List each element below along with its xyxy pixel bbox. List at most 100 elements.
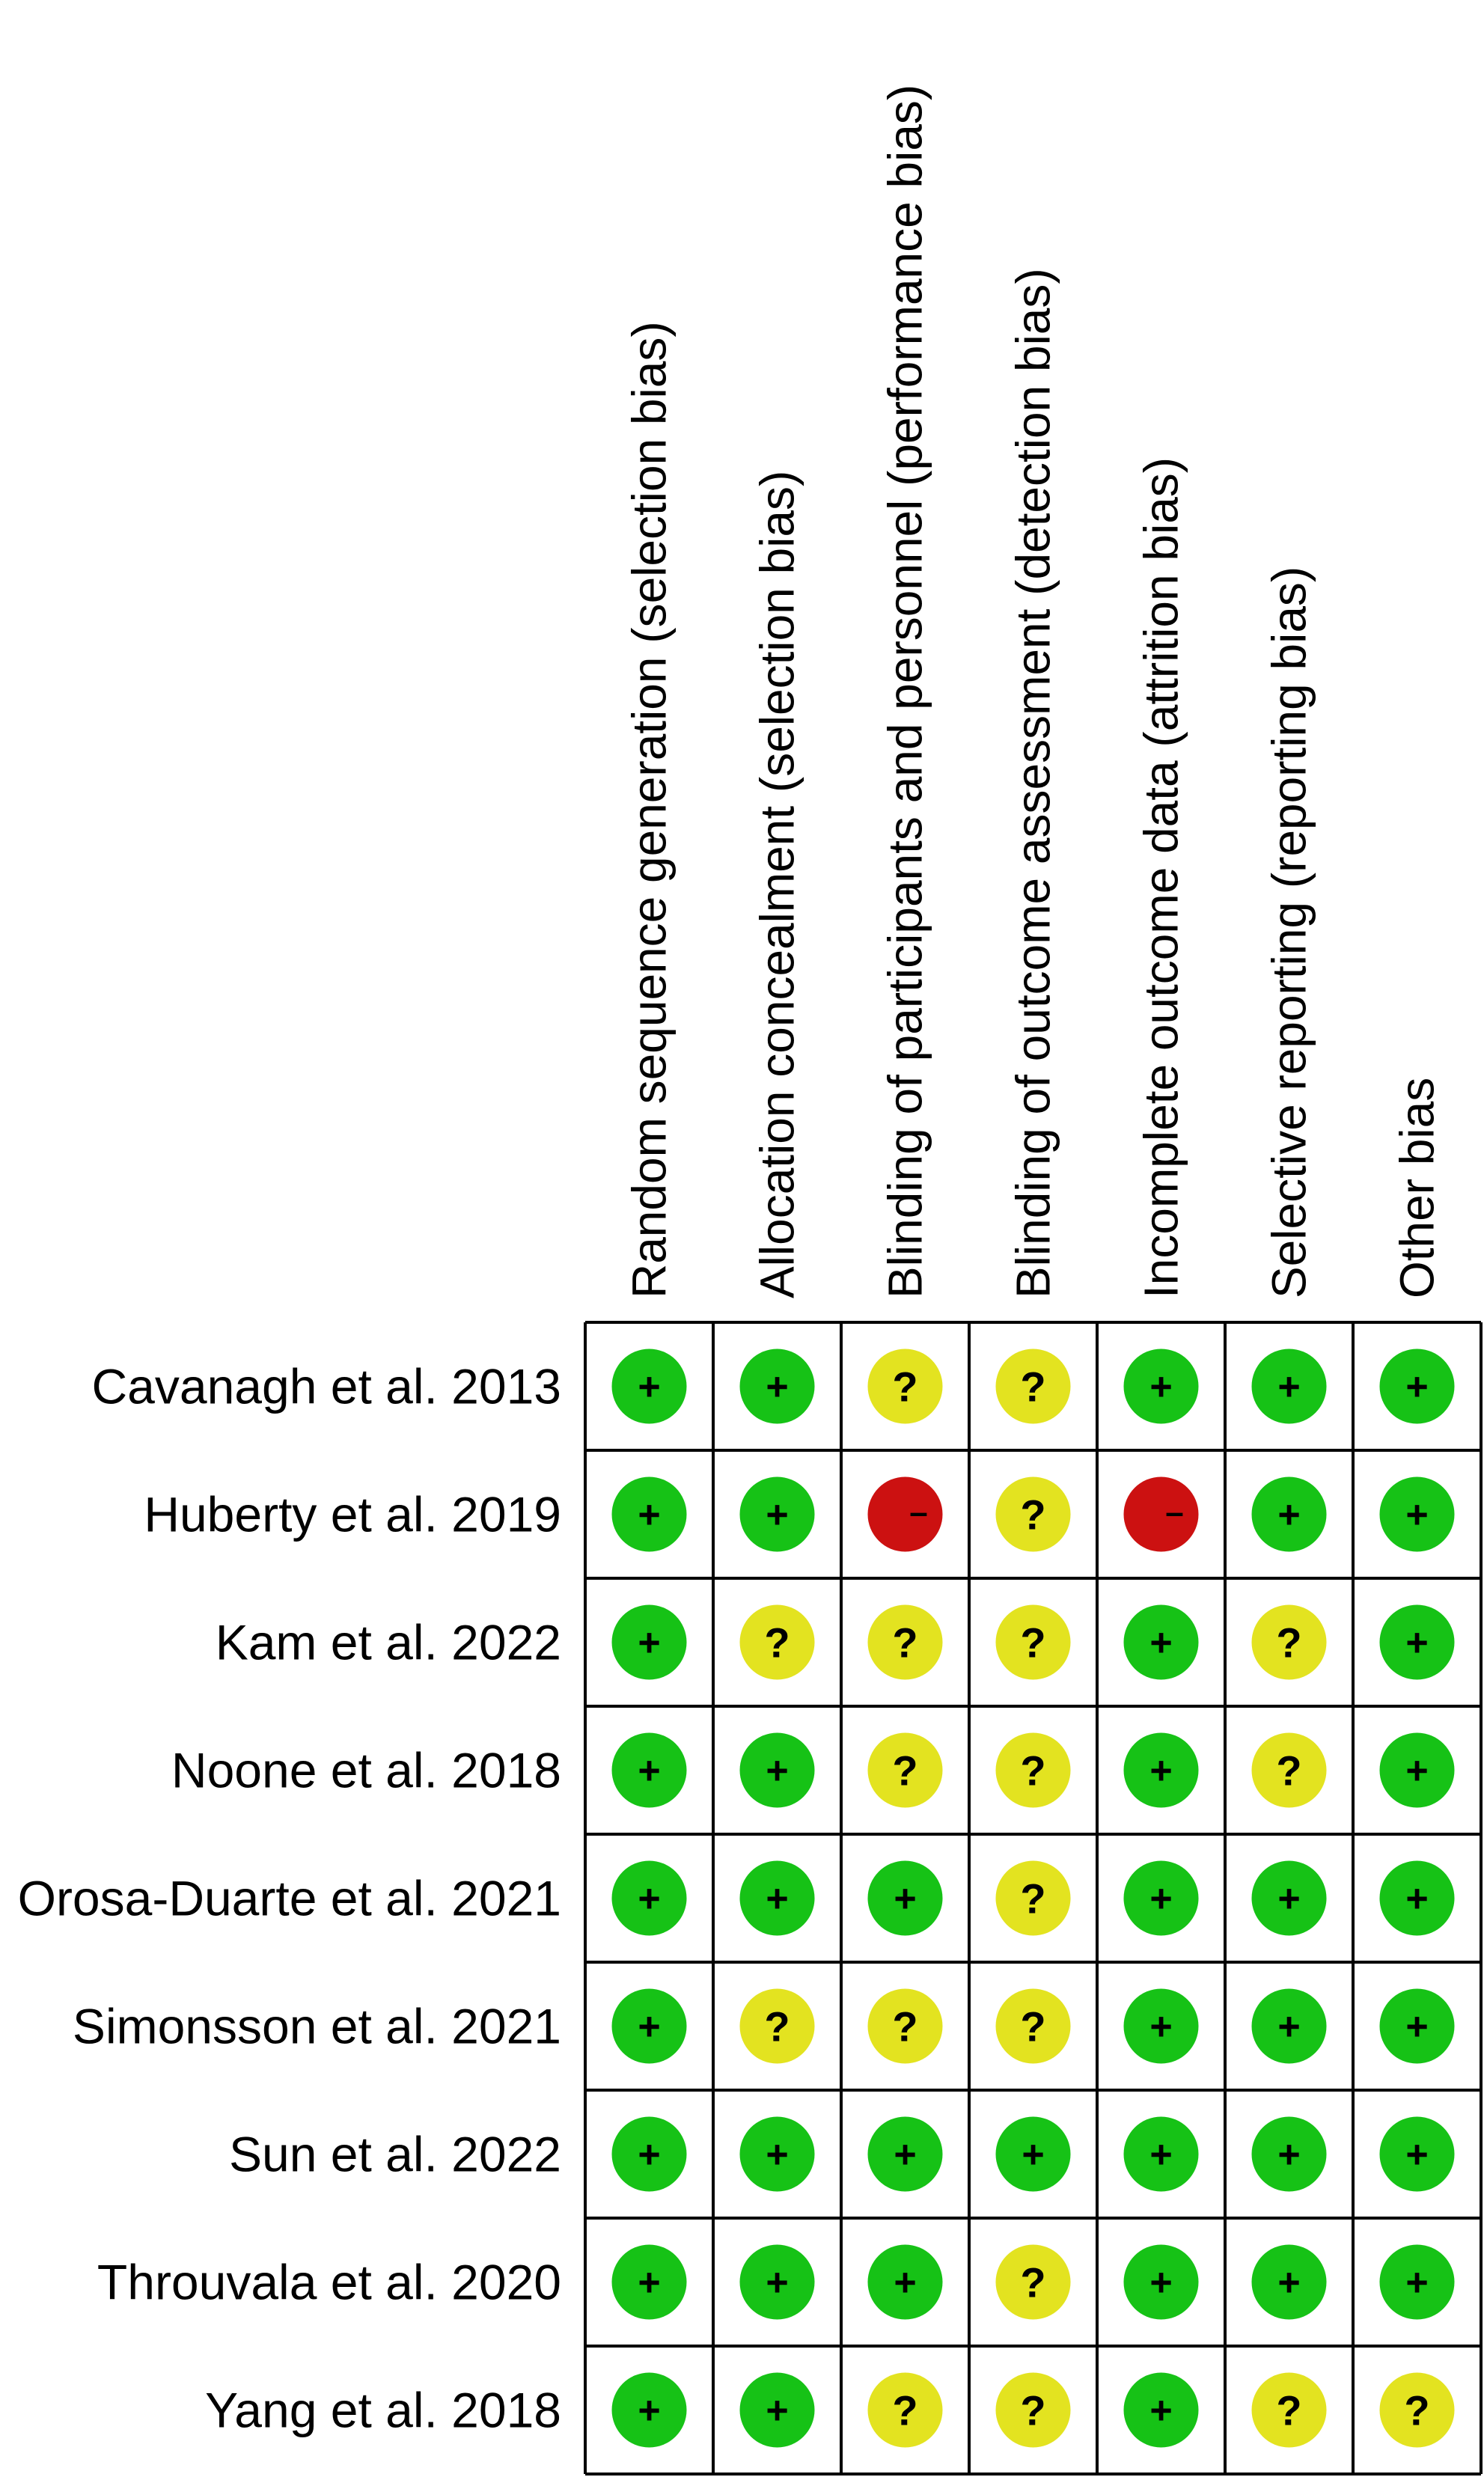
column-label-5: Incomplete outcome data (attrition bias) — [1135, 457, 1188, 1298]
rating-low-circle — [995, 2116, 1071, 2192]
rating-low-circle — [1123, 2372, 1199, 2448]
rating-low-symbol: + — [1405, 2134, 1428, 2177]
rating-low-circle — [739, 2116, 815, 2192]
study-label: Sun et al. 2022 — [229, 2127, 561, 2182]
rating-unclear-symbol: ? — [1020, 1491, 1045, 1539]
rating-low-symbol: + — [1405, 2261, 1428, 2305]
rating-low-circle — [867, 2116, 943, 2192]
rating-low-circle — [1379, 1349, 1455, 1424]
column-label-7: Other bias — [1390, 1078, 1444, 1298]
column-label-6: Selective reporting (reporting bias) — [1262, 566, 1316, 1298]
rating-low-circle — [611, 2372, 687, 2448]
rating-unclear-circle — [995, 1860, 1071, 1936]
rating-unclear-symbol: ? — [1020, 1747, 1045, 1795]
rating-high-circle — [1123, 1476, 1199, 1552]
rating-unclear-circle — [867, 2372, 943, 2448]
rating-low-circle — [611, 1860, 687, 1936]
rating-unclear-symbol: ? — [1276, 1619, 1301, 1667]
rating-low-symbol: + — [1149, 2134, 1172, 2177]
rating-unclear-circle — [867, 1604, 943, 1680]
rating-low-symbol: + — [638, 2006, 660, 2049]
rating-low-symbol: + — [1277, 1878, 1300, 1921]
rating-low-symbol: + — [1149, 1878, 1172, 1921]
rating-low-symbol: + — [638, 1622, 660, 1665]
rating-unclear-circle — [995, 1349, 1071, 1424]
rating-low-symbol: + — [1149, 2389, 1172, 2433]
rating-low-symbol: + — [638, 2134, 660, 2177]
rating-low-symbol: + — [1405, 1494, 1428, 1537]
rating-unclear-circle — [1251, 1732, 1327, 1808]
rating-low-symbol: + — [766, 1878, 788, 1921]
rating-low-symbol: + — [1149, 1622, 1172, 1665]
rating-unclear-circle — [739, 1604, 815, 1680]
rating-low-circle — [1251, 1476, 1327, 1552]
rating-low-symbol: + — [638, 1494, 660, 1537]
rating-unclear-circle — [995, 2372, 1071, 2448]
rating-low-symbol: + — [766, 2134, 788, 2177]
rating-low-circle — [1123, 1349, 1199, 1424]
column-label-4: Blinding of outcome assessment (detectio… — [1007, 268, 1060, 1298]
rating-high-symbol: – — [1165, 1494, 1183, 1531]
rating-unclear-circle — [995, 1732, 1071, 1808]
rating-low-symbol: + — [1277, 1494, 1300, 1537]
rating-low-circle — [1379, 2244, 1455, 2320]
rating-unclear-circle — [867, 1349, 943, 1424]
rating-low-circle — [739, 1732, 815, 1808]
rating-low-circle — [1123, 2244, 1199, 2320]
rating-low-circle — [739, 2372, 815, 2448]
rating-low-symbol: + — [894, 2134, 916, 2177]
rating-low-symbol: + — [1149, 1366, 1172, 1409]
rating-unclear-symbol: ? — [1404, 2387, 1429, 2434]
rating-low-circle — [611, 2244, 687, 2320]
study-label: Simonsson et al. 2021 — [73, 1999, 561, 2054]
rating-unclear-circle — [867, 1988, 943, 2064]
rating-low-symbol: + — [766, 1750, 788, 1793]
rating-low-symbol: + — [638, 1366, 660, 1409]
rating-low-symbol: + — [1405, 1878, 1428, 1921]
rating-low-circle — [1123, 1732, 1199, 1808]
rating-low-circle — [1251, 1860, 1327, 1936]
rating-low-circle — [611, 1349, 687, 1424]
rating-low-circle — [1123, 1988, 1199, 2064]
rating-unclear-circle — [739, 1988, 815, 2064]
rating-low-circle — [739, 1860, 815, 1936]
rating-low-circle — [867, 1860, 943, 1936]
rating-low-circle — [739, 1476, 815, 1552]
rating-low-circle — [1251, 2116, 1327, 2192]
rating-low-circle — [1379, 1732, 1455, 1808]
rating-low-symbol: + — [1277, 1366, 1300, 1409]
study-label: Huberty et al. 2019 — [144, 1487, 561, 1542]
rating-low-circle — [611, 2116, 687, 2192]
study-label: Cavanagh et al. 2013 — [92, 1359, 561, 1414]
rating-unclear-symbol: ? — [1020, 2387, 1045, 2434]
rating-low-circle — [1251, 2244, 1327, 2320]
rating-low-symbol: + — [1277, 2134, 1300, 2177]
rating-unclear-symbol: ? — [1020, 2259, 1045, 2306]
rating-low-circle — [867, 2244, 943, 2320]
rating-low-symbol: + — [638, 1750, 660, 1793]
rating-unclear-circle — [995, 1476, 1071, 1552]
rating-unclear-symbol: ? — [892, 2387, 917, 2434]
rating-unclear-circle — [995, 2244, 1071, 2320]
rating-low-circle — [1251, 1349, 1327, 1424]
rating-unclear-symbol: ? — [892, 1619, 917, 1667]
rating-low-symbol: + — [1405, 1622, 1428, 1665]
rating-low-circle — [611, 1476, 687, 1552]
rating-low-symbol: + — [894, 2261, 916, 2305]
rating-low-circle — [1123, 1604, 1199, 1680]
rating-low-symbol: + — [1149, 2006, 1172, 2049]
rating-unclear-symbol: ? — [1020, 2003, 1045, 2050]
rating-low-symbol: + — [1149, 2261, 1172, 2305]
rating-low-symbol: + — [1277, 2006, 1300, 2049]
rating-low-circle — [1379, 1604, 1455, 1680]
study-label: Kam et al. 2022 — [216, 1615, 561, 1670]
rating-unclear-symbol: ? — [1020, 1363, 1045, 1411]
rating-unclear-circle — [995, 1988, 1071, 2064]
rating-low-symbol: + — [1405, 2006, 1428, 2049]
rating-low-symbol: + — [1149, 1750, 1172, 1793]
column-label-2: Allocation concealment (selection bias) — [751, 471, 804, 1298]
rating-high-circle — [867, 1476, 943, 1552]
study-label: Throuvala et al. 2020 — [97, 2255, 561, 2310]
rating-low-symbol: + — [766, 2389, 788, 2433]
rating-low-circle — [1123, 1860, 1199, 1936]
